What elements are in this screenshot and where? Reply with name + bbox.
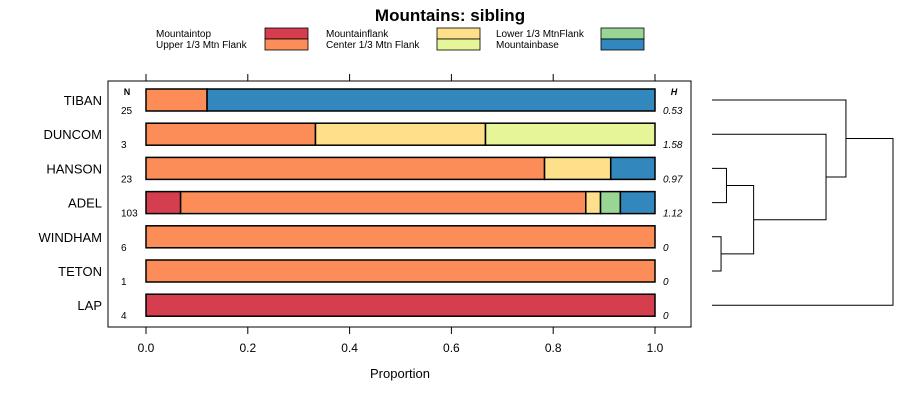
bar-tiban-mountainbase xyxy=(206,88,656,112)
x-tick-label-0-6: 0.6 xyxy=(443,341,460,355)
n-value-duncom: 3 xyxy=(121,140,127,151)
bar-adel-mountainflank xyxy=(585,190,602,215)
dendrogram-link-2 xyxy=(721,185,755,255)
h-value-teton: 0 xyxy=(663,277,669,288)
bar-hanson-mountainbase xyxy=(609,156,656,181)
legend-label-mountainflank: Mountainflank xyxy=(326,29,389,40)
row-label-lap: LAP xyxy=(77,298,102,313)
legend-swatch-mountainbase xyxy=(600,38,645,51)
n-value-hanson: 23 xyxy=(121,174,133,185)
plot-frame xyxy=(107,80,692,328)
n-value-adel: 103 xyxy=(121,209,138,220)
legend-label-mountaintop: Mountaintop xyxy=(156,29,211,40)
x-tick-label-0-4: 0.4 xyxy=(341,341,358,355)
x-axis: 0.0 0.2 0.4 0.6 0.8 1.0 xyxy=(138,74,664,355)
bar-teton-upper-1-3-mtn-flank xyxy=(145,259,656,283)
row-label-windham: WINDHAM xyxy=(38,230,102,245)
bar-windham-upper-1-3-mtn-flank xyxy=(145,225,656,249)
bar-duncom-upper-1-3-mtn-flank xyxy=(145,122,317,146)
h-column-header: H xyxy=(671,87,678,97)
bar-adel-mountaintop xyxy=(145,190,182,215)
legend-label-mountainbase: Mountainbase xyxy=(496,40,559,51)
dendrogram-link-3 xyxy=(712,133,827,221)
x-tick-label-0-0: 0.0 xyxy=(138,341,155,355)
bar-adel-upper-1-3-mtn-flank xyxy=(179,190,587,215)
bar-adel-mountainbase xyxy=(619,190,656,215)
legend-swatch-mountaintop xyxy=(264,27,309,40)
dendrogram-link-1 xyxy=(712,167,727,204)
legend-swatch-center-1-3-mtn-flank xyxy=(436,38,481,51)
bar-hanson-mountainflank xyxy=(543,156,612,181)
legend-label-upper-1-3-mtn-flank: Upper 1/3 Mtn Flank xyxy=(156,40,248,51)
bar-lap-mountaintop xyxy=(145,293,656,317)
h-value-lap: 0 xyxy=(663,311,669,322)
legend-label-lower-1-3-mtnflank: Lower 1/3 MtnFlank xyxy=(496,29,585,40)
h-value-windham: 0 xyxy=(663,243,669,254)
dendrogram-link-0 xyxy=(712,236,722,272)
n-value-teton: 1 xyxy=(121,277,127,288)
row-label-hanson: HANSON xyxy=(46,161,102,176)
h-value-hanson: 0.97 xyxy=(663,174,683,185)
legend-label-center-1-3-mtn-flank: Center 1/3 Mtn Flank xyxy=(326,40,420,51)
dendrogram-link-5 xyxy=(712,137,894,306)
bar-tiban-upper-1-3-mtn-flank xyxy=(145,88,208,112)
x-axis-title: Proportion xyxy=(370,366,430,381)
legend-swatch-upper-1-3-mtn-flank xyxy=(264,38,309,51)
row-label-adel: ADEL xyxy=(68,196,102,211)
x-tick-label-0-2: 0.2 xyxy=(239,341,256,355)
n-column-header: N xyxy=(124,87,131,97)
n-value-lap: 4 xyxy=(121,311,127,322)
h-value-duncom: 1.58 xyxy=(663,140,683,151)
bar-duncom-center-1-3-mtn-flank xyxy=(484,122,656,146)
row-label-tiban: TIBAN xyxy=(64,93,102,108)
x-tick-label-1-0: 1.0 xyxy=(647,341,664,355)
row-label-teton: TETON xyxy=(58,264,102,279)
bar-duncom-mountainflank xyxy=(314,122,487,146)
dendrogram xyxy=(712,99,894,306)
legend-swatch-lower-1-3-mtnflank xyxy=(600,27,645,40)
n-value-windham: 6 xyxy=(121,243,127,254)
chart-title: Mountains: sibling xyxy=(375,6,525,25)
x-tick-label-0-8: 0.8 xyxy=(545,341,562,355)
h-value-tiban: 0.53 xyxy=(663,106,683,117)
bar-adel-lower-1-3-mtnflank xyxy=(599,190,622,215)
h-value-adel: 1.12 xyxy=(663,209,683,220)
row-label-duncom: DUNCOM xyxy=(44,127,103,142)
n-value-tiban: 25 xyxy=(121,106,133,117)
legend-swatch-mountainflank xyxy=(436,27,481,40)
bar-hanson-upper-1-3-mtn-flank xyxy=(145,156,546,181)
